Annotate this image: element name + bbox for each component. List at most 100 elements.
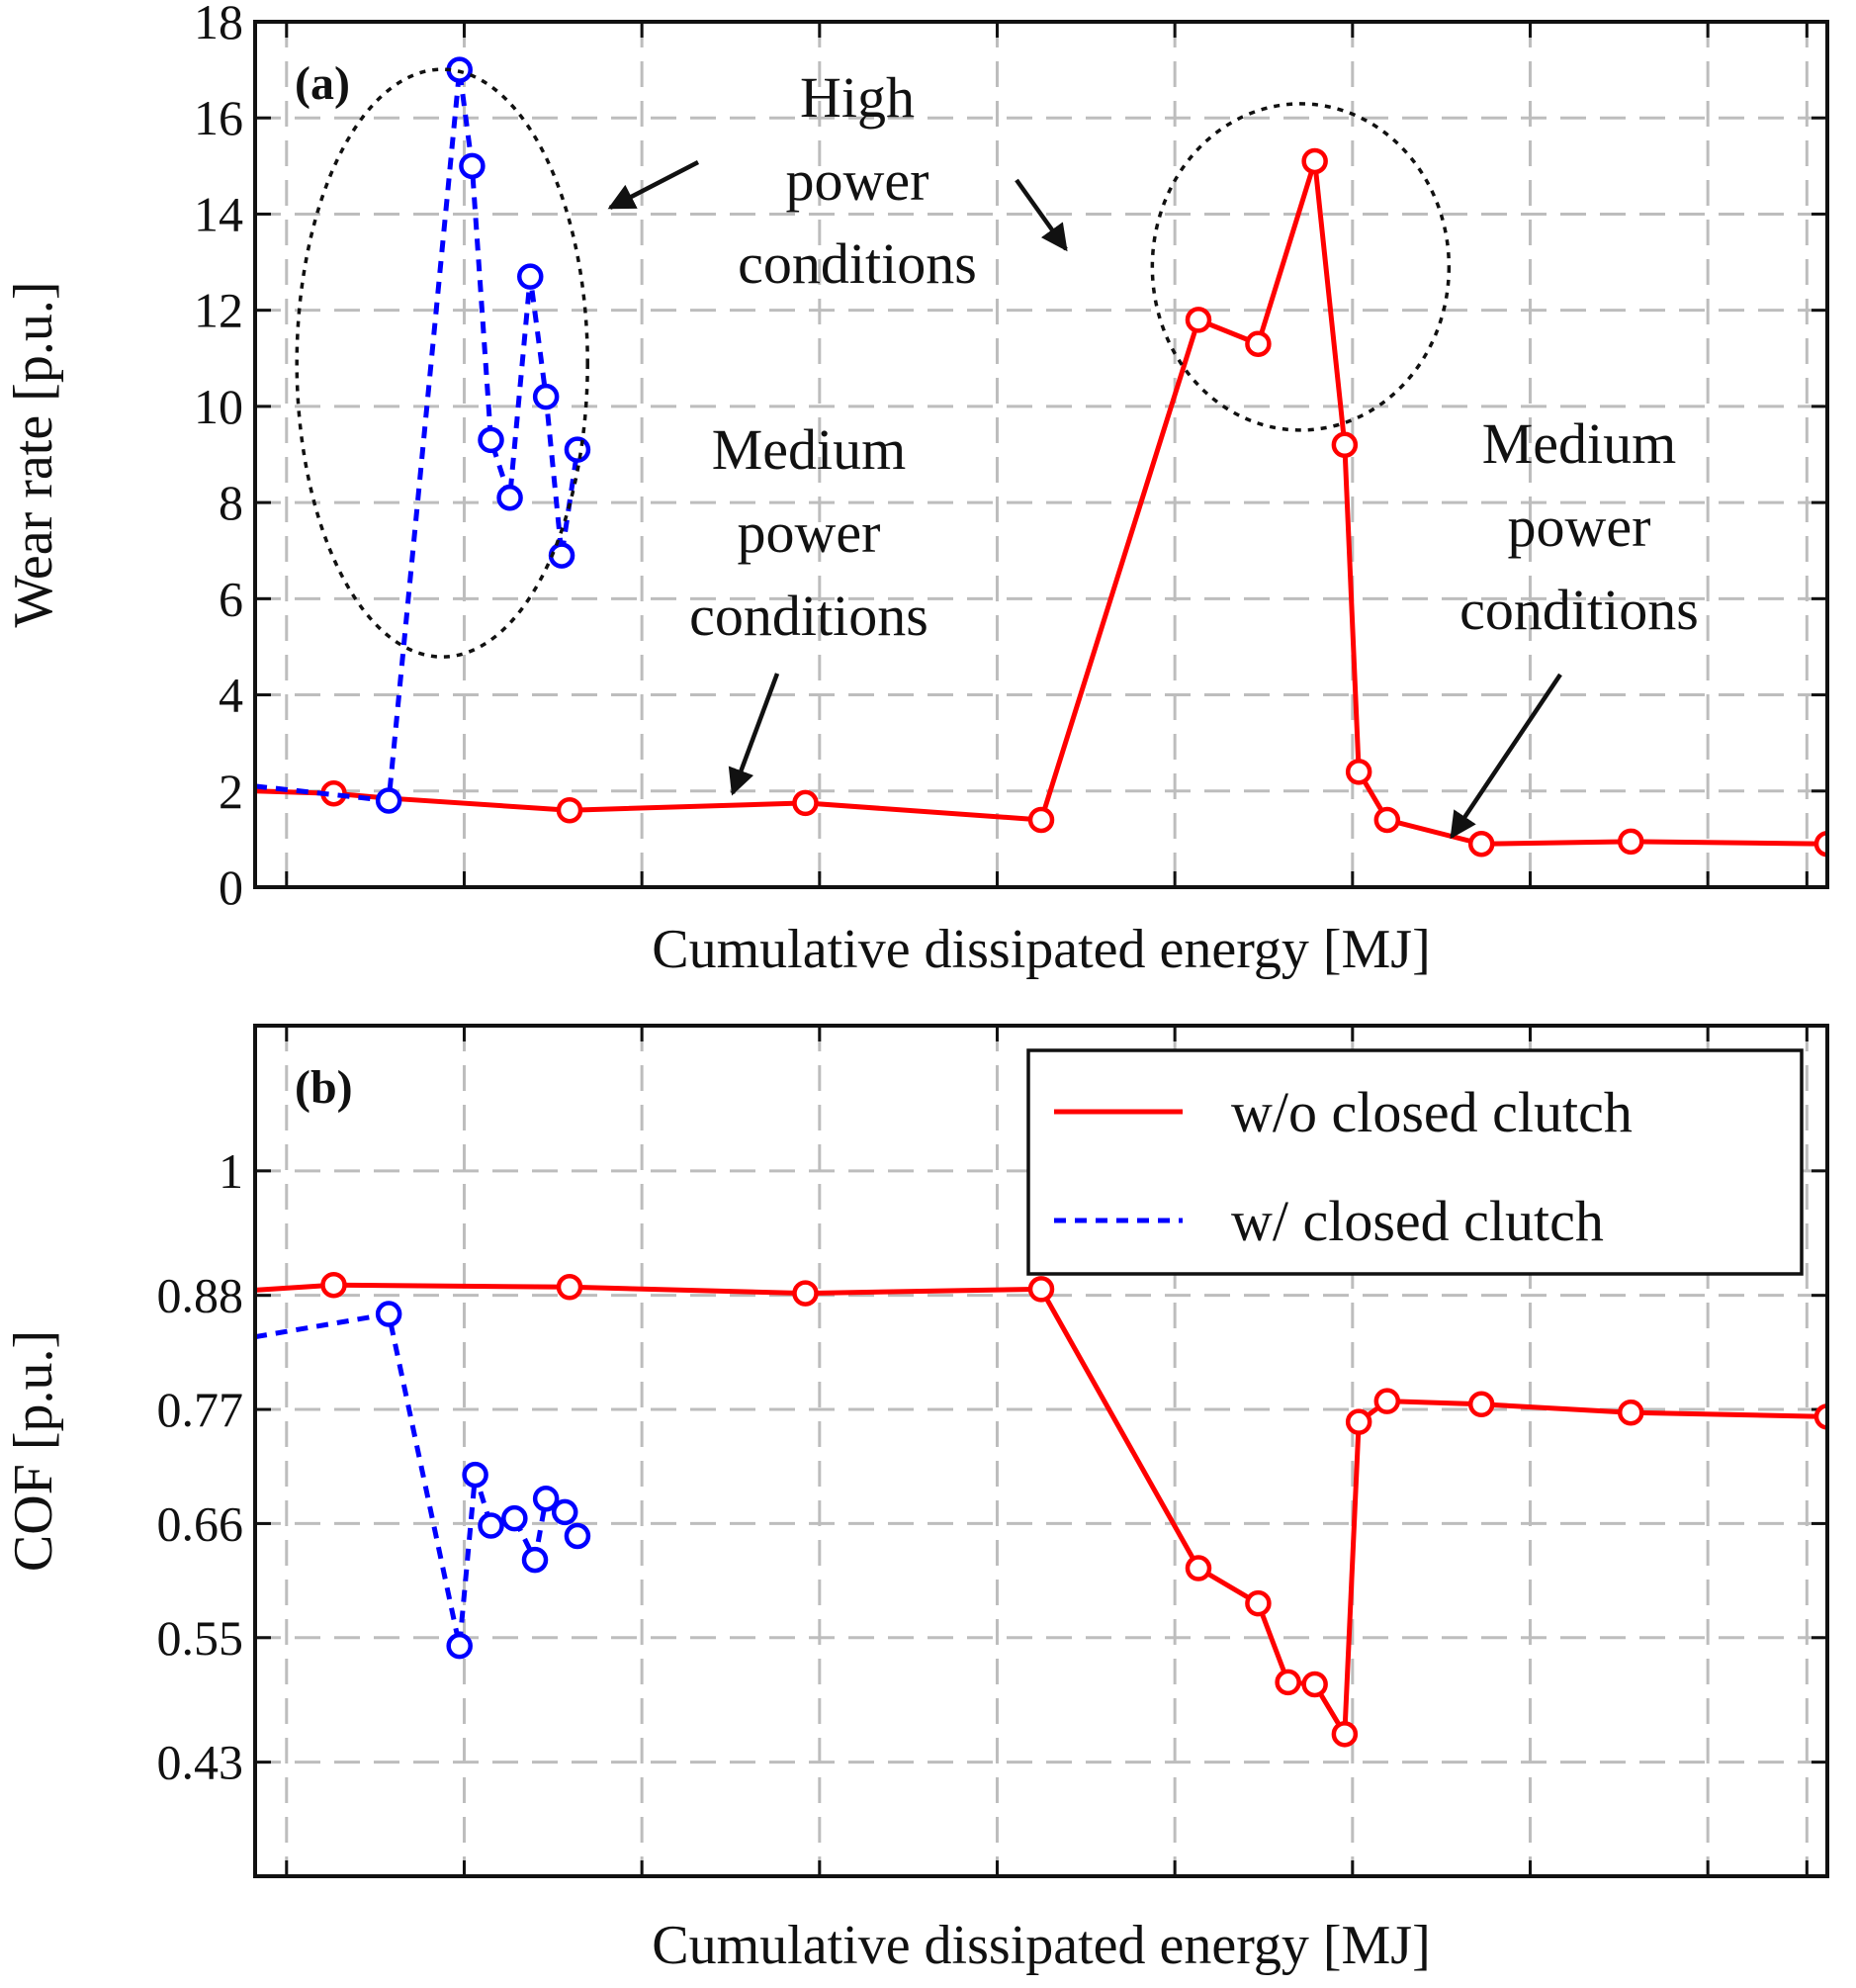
annotations: High power conditions Medium power conditions… xyxy=(295,65,1699,840)
data-point xyxy=(517,263,544,290)
annotation-medium-power-right: power xyxy=(1508,495,1651,559)
series-with-closed-clutch xyxy=(255,1301,591,1660)
y-axis: 0 2 4 6 8 10 12 14 16 18 xyxy=(194,0,1827,915)
series-without-closed-clutch xyxy=(255,1271,1827,1748)
y-tick-label: 10 xyxy=(194,379,243,434)
data-point xyxy=(496,485,523,511)
x-axis xyxy=(285,1026,1809,1876)
data-point xyxy=(1618,828,1644,856)
y-axis-label: COF [p.u.] xyxy=(3,1330,64,1572)
y-tick-label: 0.66 xyxy=(157,1495,244,1551)
data-point xyxy=(556,1274,583,1301)
data-point xyxy=(1373,1388,1401,1414)
data-point xyxy=(792,789,819,817)
y-tick-label: 0.88 xyxy=(157,1268,244,1323)
annotation-arrow xyxy=(728,673,780,796)
series-without-closed-clutch xyxy=(255,147,1827,858)
data-point xyxy=(1275,1669,1301,1696)
data-point xyxy=(1185,307,1212,333)
annotation-medium-power-right: Medium xyxy=(1482,411,1677,476)
annotation-medium-power-left: power xyxy=(738,500,881,565)
annotation-high-power: power xyxy=(786,148,929,213)
data-point xyxy=(1813,831,1827,858)
series-with-closed-clutch xyxy=(255,56,591,814)
y-tick-label: 16 xyxy=(194,90,243,145)
y-tick-label: 0.77 xyxy=(157,1382,244,1437)
series-line xyxy=(255,67,580,803)
legend-entry-label: w/o closed clutch xyxy=(1231,1080,1633,1144)
data-point xyxy=(320,1271,347,1299)
data-point xyxy=(1331,431,1359,459)
data-point xyxy=(548,542,575,569)
series-line xyxy=(255,1311,580,1649)
data-point xyxy=(1331,1721,1359,1748)
data-point xyxy=(478,426,504,454)
data-point xyxy=(1345,1408,1372,1435)
y-tick-label: 0.43 xyxy=(157,1735,244,1790)
plot-area xyxy=(255,56,1827,858)
data-point xyxy=(556,796,583,824)
data-point xyxy=(564,436,591,463)
data-point xyxy=(551,1498,578,1526)
data-point xyxy=(1301,147,1328,175)
data-point xyxy=(1185,1555,1212,1581)
y-tick-label: 1 xyxy=(219,1143,243,1199)
data-point xyxy=(1245,330,1272,357)
y-tick-label: 18 xyxy=(194,0,243,49)
y-tick-label: 8 xyxy=(219,475,243,530)
data-point xyxy=(1618,1399,1644,1426)
legend: w/o closed clutch w/ closed clutch xyxy=(1026,1048,1804,1276)
data-point xyxy=(1345,759,1372,785)
data-point xyxy=(1813,1403,1827,1430)
annotation-medium-power-left: Medium xyxy=(712,417,907,482)
data-point xyxy=(1027,1276,1055,1303)
data-point xyxy=(1027,806,1055,834)
y-tick-label: 6 xyxy=(219,571,243,626)
data-point xyxy=(792,1280,819,1307)
legend-box xyxy=(1026,1048,1804,1276)
y-tick-label: 12 xyxy=(194,283,243,338)
data-point xyxy=(532,383,560,410)
legend-entry-label: w/ closed clutch xyxy=(1231,1189,1604,1253)
data-point xyxy=(532,1485,560,1512)
data-point xyxy=(1245,1589,1272,1617)
panel-b-cof-chart: 0.43 0.55 0.66 0.77 0.88 1 Cumulative dissipat… xyxy=(3,1024,1829,1976)
y-axis: 0.43 0.55 0.66 0.77 0.88 1 xyxy=(157,1143,1827,1790)
x-axis-label: Cumulative dissipated energy [MJ] xyxy=(652,919,1431,980)
data-point xyxy=(375,787,402,814)
high-power-ellipse-left xyxy=(295,67,589,659)
plot-frame xyxy=(253,20,1829,889)
data-point xyxy=(462,1461,488,1489)
data-point xyxy=(501,1504,528,1532)
annotation-arrow xyxy=(607,160,700,210)
y-tick-label: 4 xyxy=(219,668,243,723)
panel-a-wear-rate-chart: 0 2 4 6 8 10 12 14 16 18 Cumulative dissipated ene… xyxy=(3,0,1829,980)
data-point xyxy=(478,1512,504,1539)
x-axis-label: Cumulative dissipated energy [MJ] xyxy=(652,1915,1431,1976)
y-tick-label: 2 xyxy=(219,764,243,819)
x-axis xyxy=(285,22,1809,887)
series-line xyxy=(255,1282,1827,1737)
annotation-high-power: High xyxy=(800,65,915,130)
data-point xyxy=(375,1301,402,1327)
y-tick-label: 0.55 xyxy=(157,1610,244,1666)
panel-label: (b) xyxy=(295,1061,353,1114)
data-point xyxy=(564,1522,591,1550)
annotation-medium-power-left: conditions xyxy=(689,584,928,648)
y-tick-label: 0 xyxy=(219,859,243,915)
data-point xyxy=(1467,1391,1495,1418)
data-point xyxy=(446,1632,473,1660)
panel-label: (a) xyxy=(295,57,350,110)
plot-frame xyxy=(253,1024,1829,1878)
annotation-arrow xyxy=(1015,178,1068,252)
annotation-high-power: conditions xyxy=(738,231,977,296)
annotation-arrow xyxy=(1450,673,1562,840)
high-power-ellipse-right xyxy=(1150,102,1452,432)
annotation-medium-power-right: conditions xyxy=(1459,578,1699,642)
data-point xyxy=(1467,831,1495,858)
data-point xyxy=(1373,806,1401,834)
plot-area xyxy=(255,1271,1827,1748)
y-axis-label: Wear rate [p.u.] xyxy=(3,282,64,628)
data-point xyxy=(459,152,486,180)
